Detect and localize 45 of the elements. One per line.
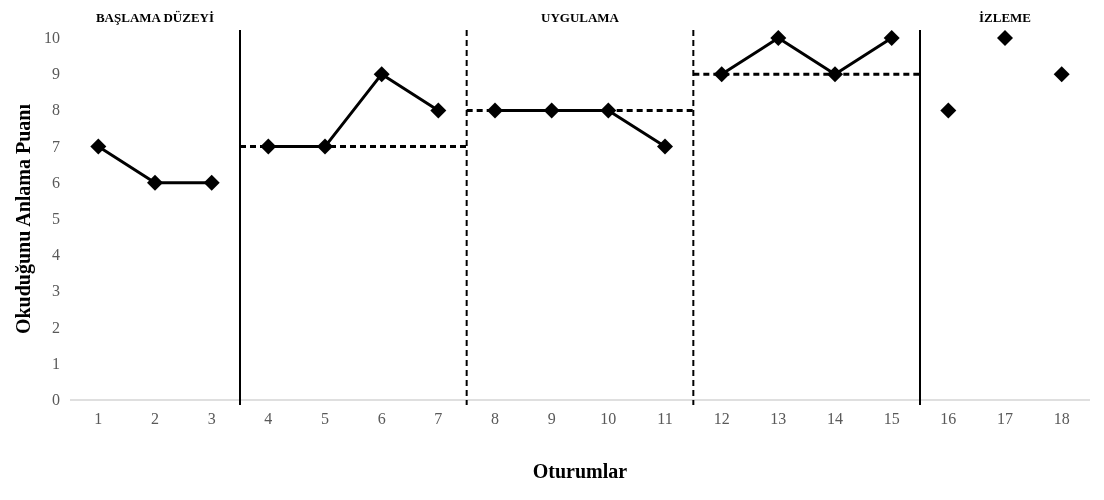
- x-tick-label: 13: [770, 410, 787, 427]
- point: [997, 30, 1013, 46]
- y-tick-label: 7: [52, 137, 60, 155]
- x-tick-label: 2: [151, 410, 159, 427]
- x-tick-label: 5: [321, 410, 329, 427]
- y-axis-title: Okuduğunu Anlama Puanı: [12, 103, 35, 335]
- x-tick-label: 18: [1053, 410, 1070, 427]
- x-tick-label: 7: [434, 410, 443, 427]
- x-tick-label: 6: [377, 410, 386, 427]
- text: İZLEME: [978, 10, 1032, 25]
- y-tick-label: 9: [52, 65, 60, 83]
- x-tick-label: 8: [491, 410, 499, 427]
- y-tick-label: 6: [52, 173, 60, 191]
- point: [1053, 66, 1070, 83]
- x-tick-label: 16: [940, 410, 957, 427]
- point: [203, 174, 220, 191]
- point: [657, 138, 673, 155]
- x-tick-label: 3: [207, 410, 216, 427]
- y-tick-label: 5: [52, 210, 60, 227]
- point: [940, 102, 957, 119]
- y-tick-label: 4: [52, 246, 60, 264]
- y-tick-label: 10: [44, 29, 60, 46]
- y-tick-label: 3: [52, 282, 60, 300]
- x-tick-label: 4: [264, 410, 273, 427]
- y-tick-label: 0: [52, 391, 60, 408]
- x-tick-label: 9: [547, 410, 556, 427]
- point: [373, 66, 390, 83]
- x-tick-label: 14: [827, 410, 843, 427]
- text: UYGULAMA: [541, 10, 620, 25]
- text: BAŞLAMA DÜZEYİ: [95, 10, 215, 25]
- point: [147, 174, 163, 191]
- y-tick-label: 2: [52, 318, 60, 336]
- x-axis-title: Oturumlar: [532, 460, 628, 482]
- y-tick-label: 1: [52, 354, 60, 372]
- point: [883, 30, 900, 46]
- x-tick-label: 15: [883, 410, 900, 427]
- x-tick-label: 11: [657, 410, 673, 427]
- point: [770, 30, 787, 46]
- x-tick-label: 17: [997, 410, 1013, 427]
- x-tick-label: 1: [94, 410, 103, 427]
- point: [90, 138, 107, 155]
- x-tick-label: 10: [600, 410, 617, 427]
- y-tick-label: 8: [52, 101, 60, 119]
- point: [430, 102, 447, 119]
- x-tick-label: 12: [713, 410, 730, 427]
